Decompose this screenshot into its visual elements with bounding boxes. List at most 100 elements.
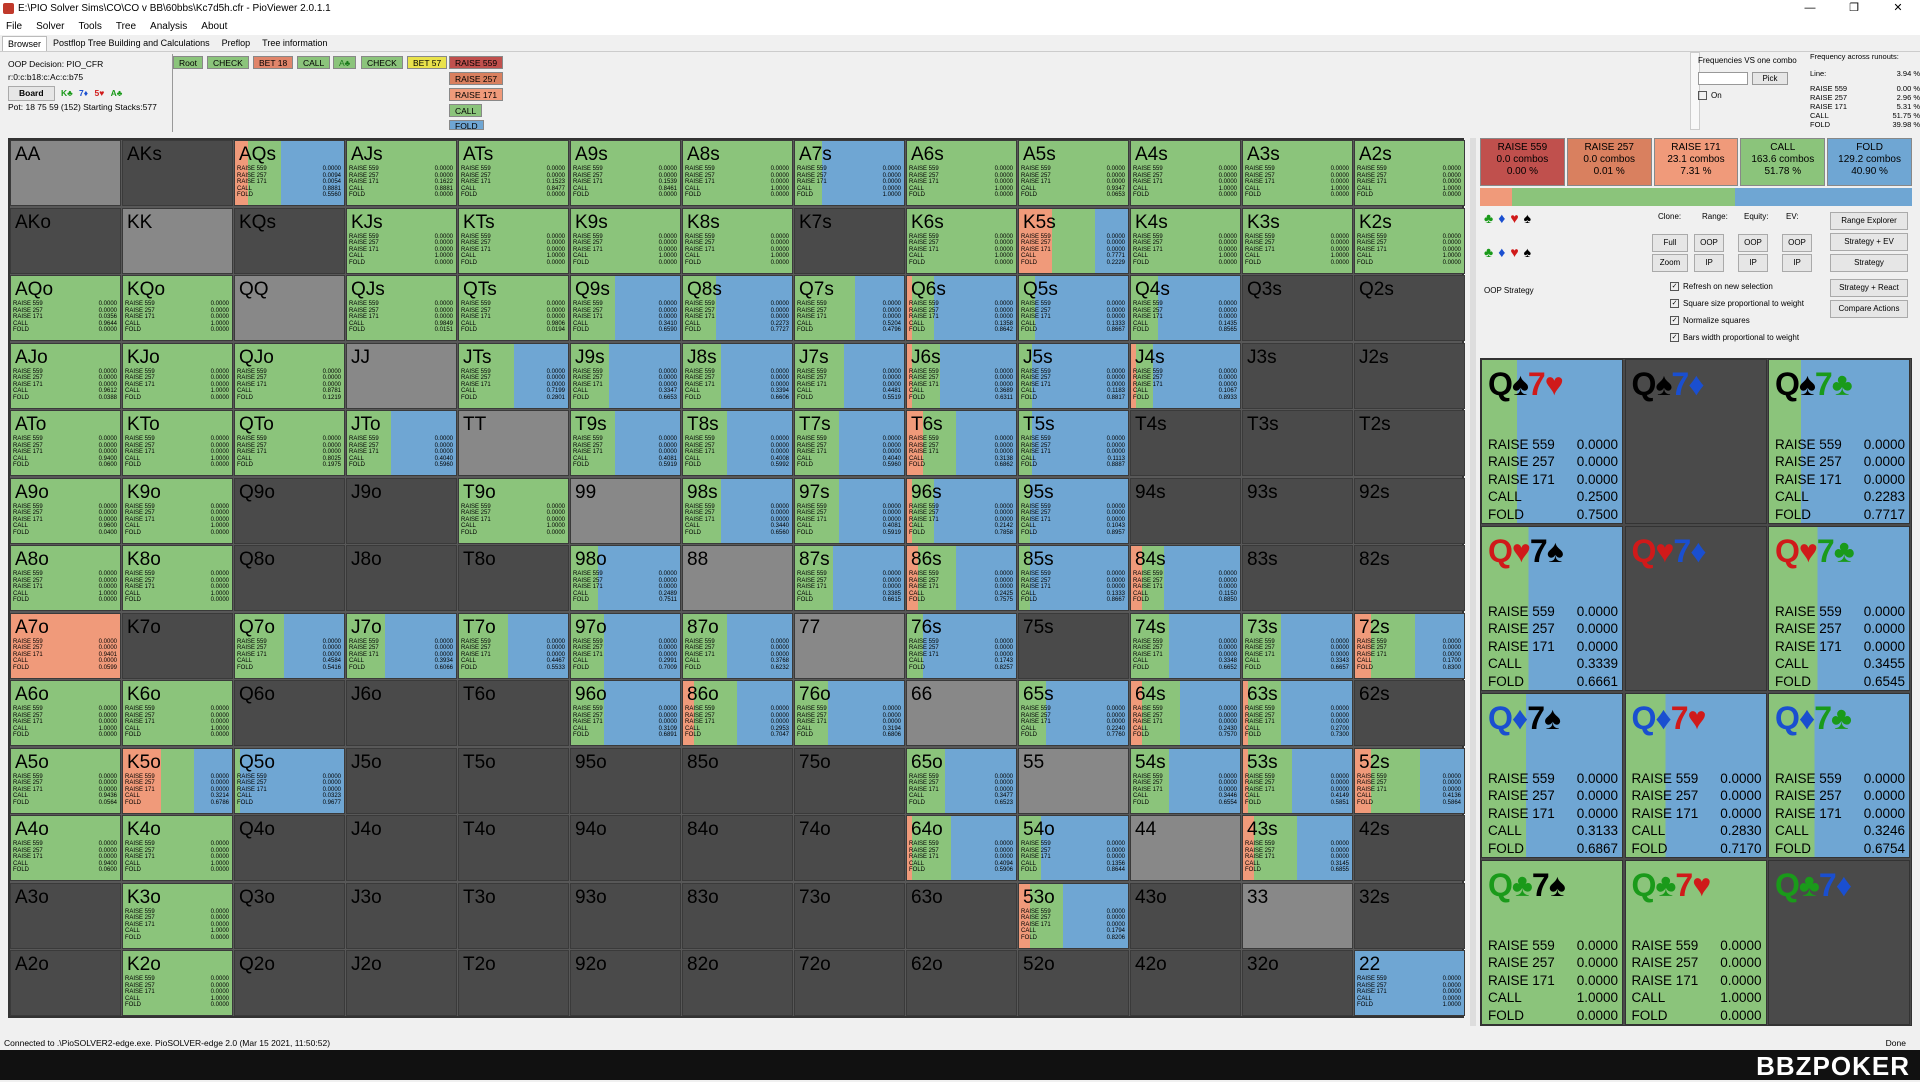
heart-icon[interactable]: ♥ (1510, 210, 1519, 226)
full-button[interactable]: Full (1652, 234, 1688, 252)
hand-cell[interactable]: K7o (122, 612, 233, 679)
hand-cell[interactable]: RAISE 559 0.0000 RAISE 257 0.0000 RAISE 171 0… (1242, 612, 1353, 679)
tree-raise257-option[interactable]: RAISE 257 (449, 72, 504, 85)
tree-root-button[interactable]: Root (173, 56, 203, 69)
hand-cell[interactable]: 83o (682, 882, 793, 949)
menu-tools[interactable]: Tools (78, 20, 102, 32)
menu-solver[interactable]: Solver (36, 20, 65, 32)
compare-actions-button[interactable]: Compare Actions (1830, 300, 1908, 318)
hand-cell[interactable]: J2o (346, 950, 457, 1016)
hand-cell[interactable]: 72o (794, 950, 905, 1016)
hand-cell[interactable]: TT (458, 410, 569, 476)
hand-cell[interactable]: Q8o (234, 545, 345, 611)
hand-cell[interactable]: RAISE 559 0.0000 RAISE 257 0.0000 RAISE 171 0… (570, 207, 681, 274)
hand-cell[interactable]: J4o (346, 815, 457, 881)
hand-cell[interactable]: RAISE 559 0.0000 RAISE 257 0.0000 RAISE 171 0… (122, 747, 233, 814)
hand-cell[interactable]: 92s (1354, 477, 1465, 544)
hand-cell[interactable]: RAISE 559 0.0000 RAISE 257 0.0000 RAISE 171 0… (346, 275, 457, 341)
hand-cell[interactable]: RAISE 559 0.0000 RAISE 257 0.0000 RAISE 171 0… (1354, 207, 1465, 274)
hand-cell[interactable]: RAISE 559 0.0000 RAISE 257 0.0000 RAISE 171 0… (346, 410, 457, 476)
hand-cell[interactable]: AA (10, 140, 121, 206)
hand-cell[interactable]: J5o (346, 747, 457, 814)
action-summary-box[interactable]: RAISE 257 0.0 combos 0.01 % (1566, 138, 1652, 186)
combo-cell[interactable]: Q♥7♣ RAISE 559 0.0000 RAISE 257 0.0000 RAISE … (1768, 526, 1910, 691)
hand-cell[interactable]: RAISE 559 0.0000 RAISE 257 0.0000 RAISE 171 0… (682, 207, 793, 274)
tab-preflop[interactable]: Preflop (221, 38, 251, 48)
hand-cell[interactable]: RAISE 559 0.0000 RAISE 257 0.0000 RAISE 171 0… (458, 140, 569, 206)
hand-cell[interactable]: J8o (346, 545, 457, 611)
hand-cell[interactable]: RAISE 559 0.0000 RAISE 257 0.0000 RAISE 171 0… (906, 815, 1017, 881)
hand-cell[interactable]: RAISE 559 0.0000 RAISE 257 0.0000 RAISE 171 0… (794, 410, 905, 476)
hand-cell[interactable]: 42s (1354, 815, 1465, 881)
club-icon[interactable]: ♣ (1484, 210, 1494, 226)
hand-cell[interactable]: 83s (1242, 545, 1353, 611)
strategy-ev-button[interactable]: Strategy + EV (1830, 233, 1908, 251)
hand-cell[interactable]: 32o (1242, 950, 1353, 1016)
hand-cell[interactable]: RAISE 559 0.0000 RAISE 257 0.0000 RAISE 171 0… (122, 815, 233, 881)
hand-cell[interactable]: T4o (458, 815, 569, 881)
hand-cell[interactable]: RAISE 559 0.0000 RAISE 257 0.0000 RAISE 171 0… (906, 545, 1017, 611)
hand-cell[interactable]: RAISE 559 0.0000 RAISE 257 0.0000 RAISE 171 0… (682, 342, 793, 409)
hand-cell[interactable]: RAISE 559 0.0000 RAISE 257 0.0000 RAISE 171 0… (122, 882, 233, 949)
hand-cell[interactable]: RAISE 559 0.0000 RAISE 257 0.0000 RAISE 171 0… (122, 410, 233, 476)
tree-turn-card[interactable]: A♣ (333, 56, 357, 69)
hand-cell[interactable]: RAISE 559 0.0000 RAISE 257 0.0000 RAISE 171 0… (10, 275, 121, 341)
hand-cell[interactable]: AKo (10, 207, 121, 274)
tree-check2-button[interactable]: CHECK (361, 56, 403, 69)
hand-cell[interactable]: RAISE 559 0.0000 RAISE 257 0.0000 RAISE 171 0… (10, 612, 121, 679)
hand-cell[interactable]: K7s (794, 207, 905, 274)
hand-cell[interactable]: RAISE 559 0.0000 RAISE 257 0.0000 RAISE 171 0… (458, 207, 569, 274)
hand-cell[interactable]: T2o (458, 950, 569, 1016)
hand-cell[interactable]: A3o (10, 882, 121, 949)
action-summary-box[interactable]: FOLD 129.2 combos 40.90 % (1827, 138, 1912, 186)
club-icon[interactable]: ♣ (1484, 244, 1494, 260)
hand-cell[interactable]: RAISE 559 0.0000 RAISE 257 0.0000 RAISE 171 0… (906, 207, 1017, 274)
combo-cell[interactable]: Q♠7♣ RAISE 559 0.0000 RAISE 257 0.0000 RAISE … (1768, 359, 1910, 524)
hand-cell[interactable]: 74o (794, 815, 905, 881)
hand-cell[interactable]: RAISE 559 0.0000 RAISE 257 0.0000 RAISE 171 0… (234, 410, 345, 476)
range-explorer-button[interactable]: Range Explorer (1830, 212, 1908, 230)
hand-cell[interactable]: 62s (1354, 680, 1465, 746)
hand-cell[interactable]: RAISE 559 0.0000 RAISE 257 0.0000 RAISE 171 0… (794, 477, 905, 544)
hand-cell[interactable]: RAISE 559 0.0000 RAISE 257 0.0000 RAISE 171 0… (1242, 680, 1353, 746)
hand-cell[interactable]: RAISE 559 0.0000 RAISE 257 0.0000 RAISE 171 0… (570, 275, 681, 341)
hand-cell[interactable]: RAISE 559 0.0000 RAISE 257 0.0000 RAISE 171 0… (1354, 612, 1465, 679)
maximize-button[interactable]: ❐ (1849, 2, 1859, 14)
hand-cell[interactable]: RAISE 559 0.0000 RAISE 257 0.0000 RAISE 171 0… (1018, 207, 1129, 274)
hand-cell[interactable]: RAISE 559 0.0000 RAISE 257 0.0000 RAISE 171 0… (570, 342, 681, 409)
hand-cell[interactable]: RAISE 559 0.0000 RAISE 257 0.0000 RAISE 171 0… (1130, 140, 1241, 206)
hand-cell[interactable]: J9o (346, 477, 457, 544)
hand-cell[interactable]: RAISE 559 0.0000 RAISE 257 0.0000 RAISE 171 0… (1242, 815, 1353, 881)
hand-cell[interactable]: 85o (682, 747, 793, 814)
hand-cell[interactable]: RAISE 559 0.0000 RAISE 257 0.0000 RAISE 171 0… (458, 275, 569, 341)
hand-cell[interactable]: 32s (1354, 882, 1465, 949)
spade-icon[interactable]: ♠ (1523, 210, 1532, 226)
combo-cell[interactable]: Q♠7♥ RAISE 559 0.0000 RAISE 257 0.0000 RAISE … (1481, 359, 1623, 524)
hand-cell[interactable]: 93o (570, 882, 681, 949)
hand-cell[interactable]: 43o (1130, 882, 1241, 949)
hand-cell[interactable]: 82o (682, 950, 793, 1016)
tree-raise171-option[interactable]: RAISE 171 (449, 88, 504, 101)
menu-tree[interactable]: Tree (115, 20, 137, 32)
menu-analysis[interactable]: Analysis (150, 20, 188, 32)
hand-cell[interactable]: RAISE 559 0.0000 RAISE 257 0.0000 RAISE 171 0… (794, 275, 905, 341)
hand-cell[interactable]: RAISE 559 0.0000 RAISE 257 0.0000 RAISE 171 0… (122, 275, 233, 341)
zoom-button[interactable]: Zoom (1652, 254, 1688, 272)
diamond-icon[interactable]: ♦ (1498, 244, 1506, 260)
hand-cell[interactable]: 66 (906, 680, 1017, 746)
spade-icon[interactable]: ♠ (1523, 244, 1532, 260)
hand-cell[interactable]: RAISE 559 0.0000 RAISE 257 0.0000 RAISE 171 0… (1130, 207, 1241, 274)
hand-cell[interactable]: T8o (458, 545, 569, 611)
hand-cell[interactable]: KK (122, 207, 233, 274)
action-summary-box[interactable]: CALL 163.6 combos 51.78 % (1740, 138, 1826, 186)
menu-about[interactable]: About (201, 20, 228, 32)
combo-cell[interactable]: Q♦7♣ RAISE 559 0.0000 RAISE 257 0.0000 RAISE … (1768, 693, 1910, 858)
hand-cell[interactable]: T4s (1130, 410, 1241, 476)
hand-cell[interactable]: RAISE 559 0.0000 RAISE 257 0.0000 RAISE 171 0… (10, 680, 121, 746)
hand-cell[interactable]: RAISE 559 0.0000 RAISE 257 0.0000 RAISE 171 0… (346, 612, 457, 679)
hand-cell[interactable]: AKs (122, 140, 233, 206)
hand-cell[interactable]: 75o (794, 747, 905, 814)
combo-cell[interactable]: Q♣7♥ RAISE 559 0.0000 RAISE 257 0.0000 RAISE … (1624, 860, 1767, 1025)
tree-raise559-option[interactable]: RAISE 559 (449, 56, 504, 69)
hand-cell[interactable]: RAISE 559 0.0000 RAISE 257 0.0000 RAISE 171 0… (1018, 545, 1129, 611)
